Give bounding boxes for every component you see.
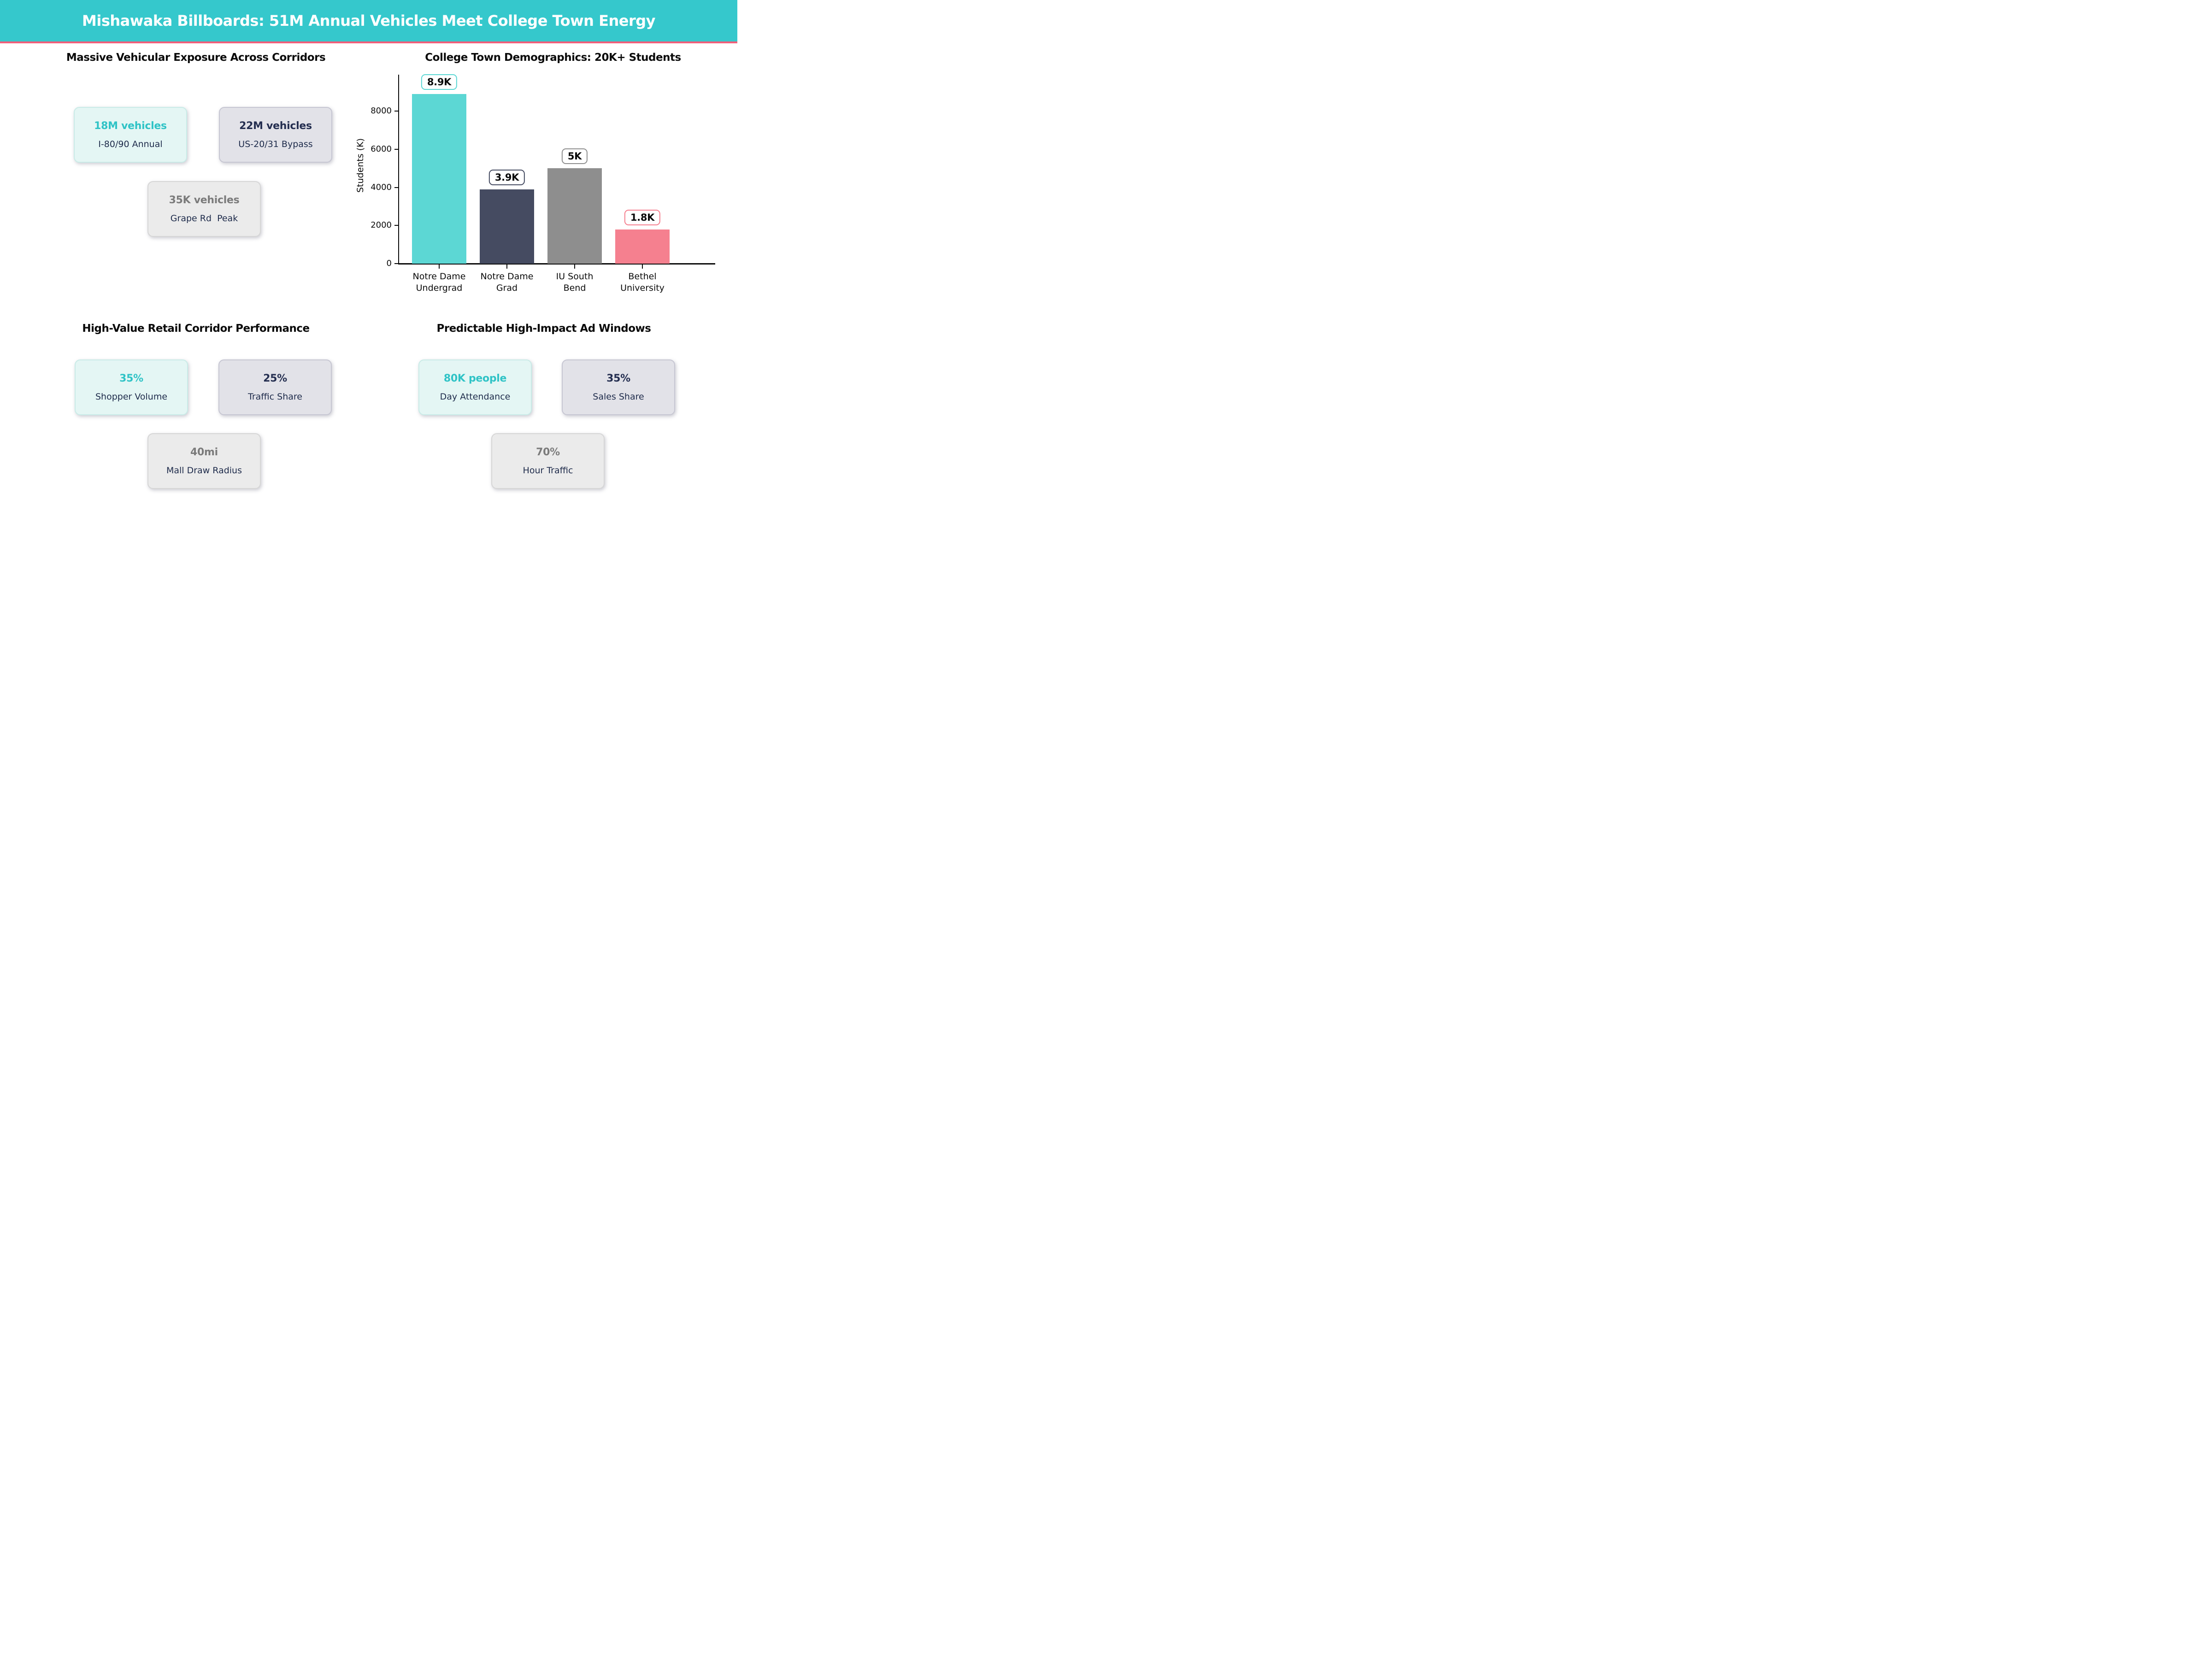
chart-title: College Town Demographics: 20K+ Students (425, 52, 681, 64)
stat-card-grape-rd: 35K vehicles Grape Rd Peak (147, 181, 261, 237)
stat-label: US-20/31 Bypass (238, 139, 313, 149)
bar (615, 229, 670, 264)
section-heading-retail: High-Value Retail Corridor Performance (82, 323, 310, 335)
section-heading-vehicular: Massive Vehicular Exposure Across Corrid… (66, 52, 326, 64)
stat-card-day-attendance: 80K people Day Attendance (418, 359, 532, 415)
stat-label: Sales Share (593, 392, 644, 402)
stat-value: 25% (263, 373, 287, 384)
stat-value: 18M vehicles (94, 120, 167, 132)
stat-label: Mall Draw Radius (166, 465, 242, 476)
y-tick (394, 263, 399, 264)
stat-value: 40mi (190, 447, 218, 458)
stat-label: Shopper Volume (95, 392, 168, 402)
stat-value: 35% (119, 373, 143, 384)
bar (480, 189, 534, 264)
y-tick (394, 111, 399, 112)
stat-value: 70% (536, 447, 560, 458)
x-tick-label: Bethel University (620, 271, 665, 293)
y-tick (394, 148, 399, 150)
stat-card-sales-share: 35% Sales Share (562, 359, 675, 415)
bar-value-label: 3.9K (488, 169, 525, 185)
stat-label: I-80/90 Annual (98, 139, 163, 149)
x-tick-label: Notre Dame Grad (480, 271, 534, 293)
x-tick (506, 265, 507, 269)
stat-value: 35% (606, 373, 630, 384)
y-tick (394, 187, 399, 188)
bar-value-label: 8.9K (421, 74, 458, 90)
infographic-page: Mishawaka Billboards: 51M Annual Vehicle… (0, 0, 737, 553)
stat-label: Traffic Share (248, 392, 302, 402)
y-tick (394, 225, 399, 226)
y-tick-label: 8000 (371, 106, 392, 116)
x-tick (574, 265, 575, 269)
bar-value-label: 5K (561, 148, 588, 165)
title-banner: Mishawaka Billboards: 51M Annual Vehicle… (0, 0, 737, 43)
bar-value-label: 1.8K (624, 209, 661, 225)
stat-card-us20-bypass: 22M vehicles US-20/31 Bypass (219, 107, 332, 163)
stat-card-traffic-share: 25% Traffic Share (218, 359, 332, 415)
section-heading-ad-windows: Predictable High-Impact Ad Windows (436, 323, 651, 335)
y-axis (398, 75, 399, 264)
stat-card-shopper-volume: 35% Shopper Volume (75, 359, 188, 415)
page-title: Mishawaka Billboards: 51M Annual Vehicle… (82, 12, 655, 29)
stat-card-mall-draw-radius: 40mi Mall Draw Radius (147, 433, 261, 489)
x-tick (439, 265, 440, 269)
stat-value: 35K vehicles (169, 194, 240, 206)
stat-value: 22M vehicles (239, 120, 312, 132)
x-tick (642, 265, 643, 269)
stat-card-hour-traffic: 70% Hour Traffic (491, 433, 605, 489)
x-tick-label: IU South Bend (556, 271, 594, 293)
bar (547, 168, 602, 264)
y-tick-label: 6000 (371, 144, 392, 154)
stat-label: Grape Rd Peak (170, 213, 238, 224)
stat-card-i80-annual: 18M vehicles I-80/90 Annual (74, 107, 187, 163)
bar (412, 94, 466, 264)
stat-label: Hour Traffic (523, 465, 573, 476)
y-tick-label: 2000 (371, 220, 392, 230)
stat-value: 80K people (443, 373, 507, 384)
y-tick-label: 4000 (371, 182, 392, 192)
x-axis (398, 263, 715, 265)
y-tick-label: 0 (386, 259, 392, 268)
x-tick-label: Notre Dame Undergrad (412, 271, 466, 293)
stat-label: Day Attendance (440, 392, 511, 402)
